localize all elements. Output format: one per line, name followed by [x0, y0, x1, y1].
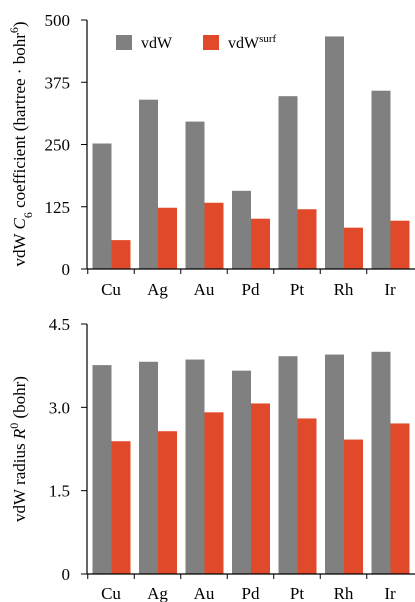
- legend: vdW vdWsurf: [116, 33, 277, 52]
- bar-vdw-cu: [92, 365, 112, 574]
- bar-vdw-ir: [371, 351, 391, 574]
- bar-vdwsurf-ag: [158, 207, 177, 269]
- bar-vdw-pd: [232, 370, 251, 574]
- x-tick-label: Rh: [334, 280, 354, 299]
- bar-vdw-cu: [92, 143, 112, 269]
- legend-swatch-vdw: [116, 35, 132, 50]
- bar-vdwsurf-cu: [111, 240, 131, 269]
- x-tick-label: Au: [194, 584, 215, 602]
- bar-vdwsurf-ir: [390, 220, 410, 269]
- x-tick-label: Pt: [290, 584, 304, 602]
- x-tick-label: Pd: [242, 584, 260, 602]
- bar-vdw-pt: [278, 356, 298, 574]
- x-tick-label: Ir: [384, 280, 396, 299]
- bar-vdwsurf-pt: [297, 209, 317, 269]
- y-tick-label: 250: [45, 136, 71, 155]
- bar-vdwsurf-cu: [111, 441, 131, 574]
- y-tick-label: 1.5: [49, 482, 70, 501]
- y-tick-label: 375: [45, 73, 71, 92]
- bar-vdwsurf-ag: [158, 431, 177, 574]
- bar-vdwsurf-rh: [344, 227, 363, 269]
- bar-vdwsurf-ir: [390, 423, 410, 574]
- bar-vdw-ir: [371, 90, 391, 269]
- x-tick-label: Ag: [147, 584, 168, 602]
- bar-vdwsurf-au: [204, 412, 224, 574]
- x-tick-label: Rh: [334, 584, 354, 602]
- y-tick-label: 4.5: [49, 315, 70, 334]
- legend-label-vdw: vdW: [141, 35, 173, 52]
- x-tick-label: Cu: [101, 584, 121, 602]
- bar-vdwsurf-pd: [251, 218, 270, 269]
- y-axis-label: vdW C6 coefficient (hartree · bohr6): [7, 21, 35, 266]
- bar-vdwsurf-au: [204, 202, 224, 269]
- legend-swatch-vdwsurf: [203, 35, 219, 50]
- legend-label-vdwsurf: vdWsurf: [228, 33, 277, 52]
- bar-vdw-pd: [232, 190, 251, 269]
- x-tick-label: Au: [194, 280, 215, 299]
- bar-vdwsurf-pd: [251, 403, 270, 574]
- y-tick-label: 500: [45, 11, 71, 30]
- bar-vdw-au: [185, 121, 205, 269]
- bar-vdw-au: [185, 359, 205, 574]
- x-tick-label: Cu: [101, 280, 121, 299]
- x-tick-label: Ir: [384, 584, 396, 602]
- bar-vdwsurf-rh: [344, 439, 363, 574]
- bar-vdw-ag: [139, 361, 158, 574]
- bar-vdw-pt: [278, 96, 298, 269]
- bar-vdwsurf-pt: [297, 418, 317, 574]
- y-tick-label: 0: [62, 260, 71, 279]
- x-tick-label: Pd: [242, 280, 260, 299]
- chart-panel-1: 0 125 250 375 500 Cu Ag Au Pd Pt Rh Ir vdW C6 coeffi…: [7, 11, 415, 299]
- y-axis-label: vdW radius R0 (bohr): [7, 376, 29, 522]
- chart-panel-2: 0 1.5 3.0 4.5 Cu Ag Au Pd Pt Rh Ir vdW radius R0 (b…: [7, 315, 415, 602]
- bar-vdw-ag: [139, 99, 158, 270]
- bar-vdw-rh: [325, 36, 344, 270]
- x-tick-label: Pt: [290, 280, 304, 299]
- x-tick-label: Ag: [147, 280, 168, 299]
- y-tick-label: 0: [62, 565, 71, 584]
- y-tick-label: 3.0: [49, 398, 70, 417]
- y-tick-label: 125: [45, 198, 71, 217]
- bar-vdw-rh: [325, 354, 344, 574]
